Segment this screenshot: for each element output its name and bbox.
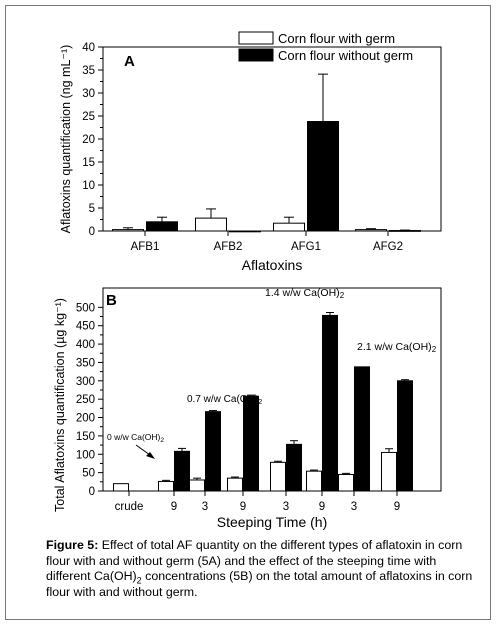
legend-label-without-germ: Corn flour without germ <box>278 48 413 63</box>
bar-with-germ-1 <box>158 480 174 492</box>
panel-a-bars <box>112 73 421 233</box>
x-tick-label: 9 <box>394 501 400 513</box>
y-tick-label: 250 <box>76 394 95 406</box>
y-tick-label: 150 <box>76 431 95 443</box>
y-tick-label: 20 <box>82 134 95 146</box>
bar-without-germ-2 <box>205 411 221 492</box>
bar-without-germ-2 <box>307 121 339 232</box>
figure-caption: Figure 5: Effect of total AF quantity on… <box>46 538 474 610</box>
panel-a-x-axis-title: Aflatoxins <box>242 257 303 273</box>
y-tick-label: 400 <box>76 339 95 351</box>
bar-without-germ-0 <box>146 221 178 232</box>
bar-without-germ-1 <box>174 450 190 492</box>
bar-with-germ-0 <box>113 483 129 492</box>
caption-text-1: Effect of total AF quantity on the diffe… <box>46 538 463 584</box>
panel-b-bars <box>113 311 413 492</box>
y-tick-label: 25 <box>82 111 95 123</box>
bar-without-germ-3 <box>243 395 259 492</box>
panel-a-y-axis-title: Aflatoxins quantification (ng mL⁻¹) <box>59 45 73 234</box>
panel-a-legend: Corn flour with germ Corn flour without … <box>238 31 413 63</box>
annotation-2.1-ca-oh2: 2.1 w/w Ca(OH)2 <box>357 341 437 354</box>
y-tick-label: 15 <box>82 157 95 169</box>
chart-panel-a: 0 5 10 15 20 25 30 35 40 AFB1 AFB2 AFG1 AFG2 A Afla… <box>59 31 442 273</box>
bar-with-germ-2 <box>189 479 205 492</box>
y-tick-label: 450 <box>76 321 95 333</box>
panel-b-x-axis-title: Steeping Time (h) <box>217 514 328 530</box>
bar-with-germ-1 <box>195 217 227 232</box>
x-tick-label: 3 <box>351 501 357 513</box>
y-tick-label: 500 <box>76 302 95 314</box>
x-tick-label: AFB2 <box>214 241 243 253</box>
panel-b-y-axis-title: Total Aflatoxins quantification (µg kg⁻¹… <box>53 298 67 512</box>
bar-with-germ-3 <box>227 477 243 492</box>
bar-with-germ-4 <box>270 461 286 492</box>
y-tick-label: 0 <box>89 486 95 498</box>
x-tick-label: 9 <box>319 501 325 513</box>
caption-label: Figure 5: <box>46 538 99 552</box>
y-tick-label: 100 <box>76 449 95 461</box>
bar-without-germ-4 <box>286 443 302 492</box>
legend-label-with-germ: Corn flour with germ <box>278 31 395 46</box>
y-tick-label: 50 <box>82 468 95 480</box>
bar-without-germ-6 <box>354 366 370 492</box>
y-tick-label: 40 <box>82 42 95 54</box>
y-tick-label: 35 <box>82 65 95 77</box>
panel-b-label: B <box>106 292 117 309</box>
x-tick-label: AFG1 <box>291 241 321 253</box>
x-tick-label: crude <box>115 501 144 513</box>
y-tick-label: 0 <box>89 226 95 238</box>
annotation-0.7-ca-oh2: 0.7 w/w Ca(OH)2 <box>187 394 262 406</box>
bar-without-germ-7 <box>397 380 413 492</box>
annotation-1.4-ca-oh2: 1.4 w/w Ca(OH)2 <box>265 287 345 300</box>
panel-a-y-ticks: 0 5 10 15 20 25 30 35 40 <box>82 42 103 238</box>
y-tick-label: 350 <box>76 357 95 369</box>
y-tick-label: 10 <box>82 180 95 192</box>
chart-panel-b: 0 50 100 150 200 250 300 350 400 450 500 crude 9 3 9 3… <box>53 287 442 530</box>
x-tick-label: AFB1 <box>131 241 160 253</box>
bar-with-germ-7 <box>381 451 397 492</box>
x-tick-label: 3 <box>202 501 208 513</box>
annotation-0-arrow <box>135 444 155 459</box>
y-tick-label: 300 <box>76 376 95 388</box>
legend-swatch-with-germ <box>238 31 274 45</box>
bar-with-germ-5 <box>306 470 322 492</box>
x-tick-label: 9 <box>171 501 177 513</box>
bar-without-germ-5 <box>322 314 338 492</box>
bar-with-germ-3 <box>355 229 387 232</box>
y-tick-label: 30 <box>82 88 95 100</box>
figure-border <box>5 5 491 620</box>
bar-without-germ-3 <box>389 230 421 232</box>
bar-with-germ-6 <box>338 473 354 492</box>
caption-subscript: 2 <box>136 575 142 586</box>
y-tick-label: 5 <box>89 203 95 215</box>
bar-with-germ-0 <box>112 229 144 232</box>
bar-without-germ-1 <box>229 230 261 233</box>
annotation-0-ca-oh2: 0 w/w Ca(OH)2 <box>107 432 164 444</box>
x-tick-label: 3 <box>283 501 289 513</box>
panel-a-label: A <box>124 53 135 70</box>
y-tick-label: 200 <box>76 413 95 425</box>
bar-with-germ-2 <box>273 222 305 232</box>
x-tick-label: AFG2 <box>373 241 403 253</box>
panel-b-x-ticks: crude 9 3 9 3 9 3 9 <box>115 491 400 513</box>
caption-text-2: concentrations (5B) on the total amount … <box>46 569 473 599</box>
panel-a-x-ticks: AFB1 AFB2 AFG1 AFG2 <box>131 231 403 253</box>
legend-swatch-without-germ <box>238 48 274 62</box>
panel-b-y-ticks: 0 50 100 150 200 250 300 350 400 450 500 <box>76 302 103 498</box>
x-tick-label: 9 <box>240 501 246 513</box>
